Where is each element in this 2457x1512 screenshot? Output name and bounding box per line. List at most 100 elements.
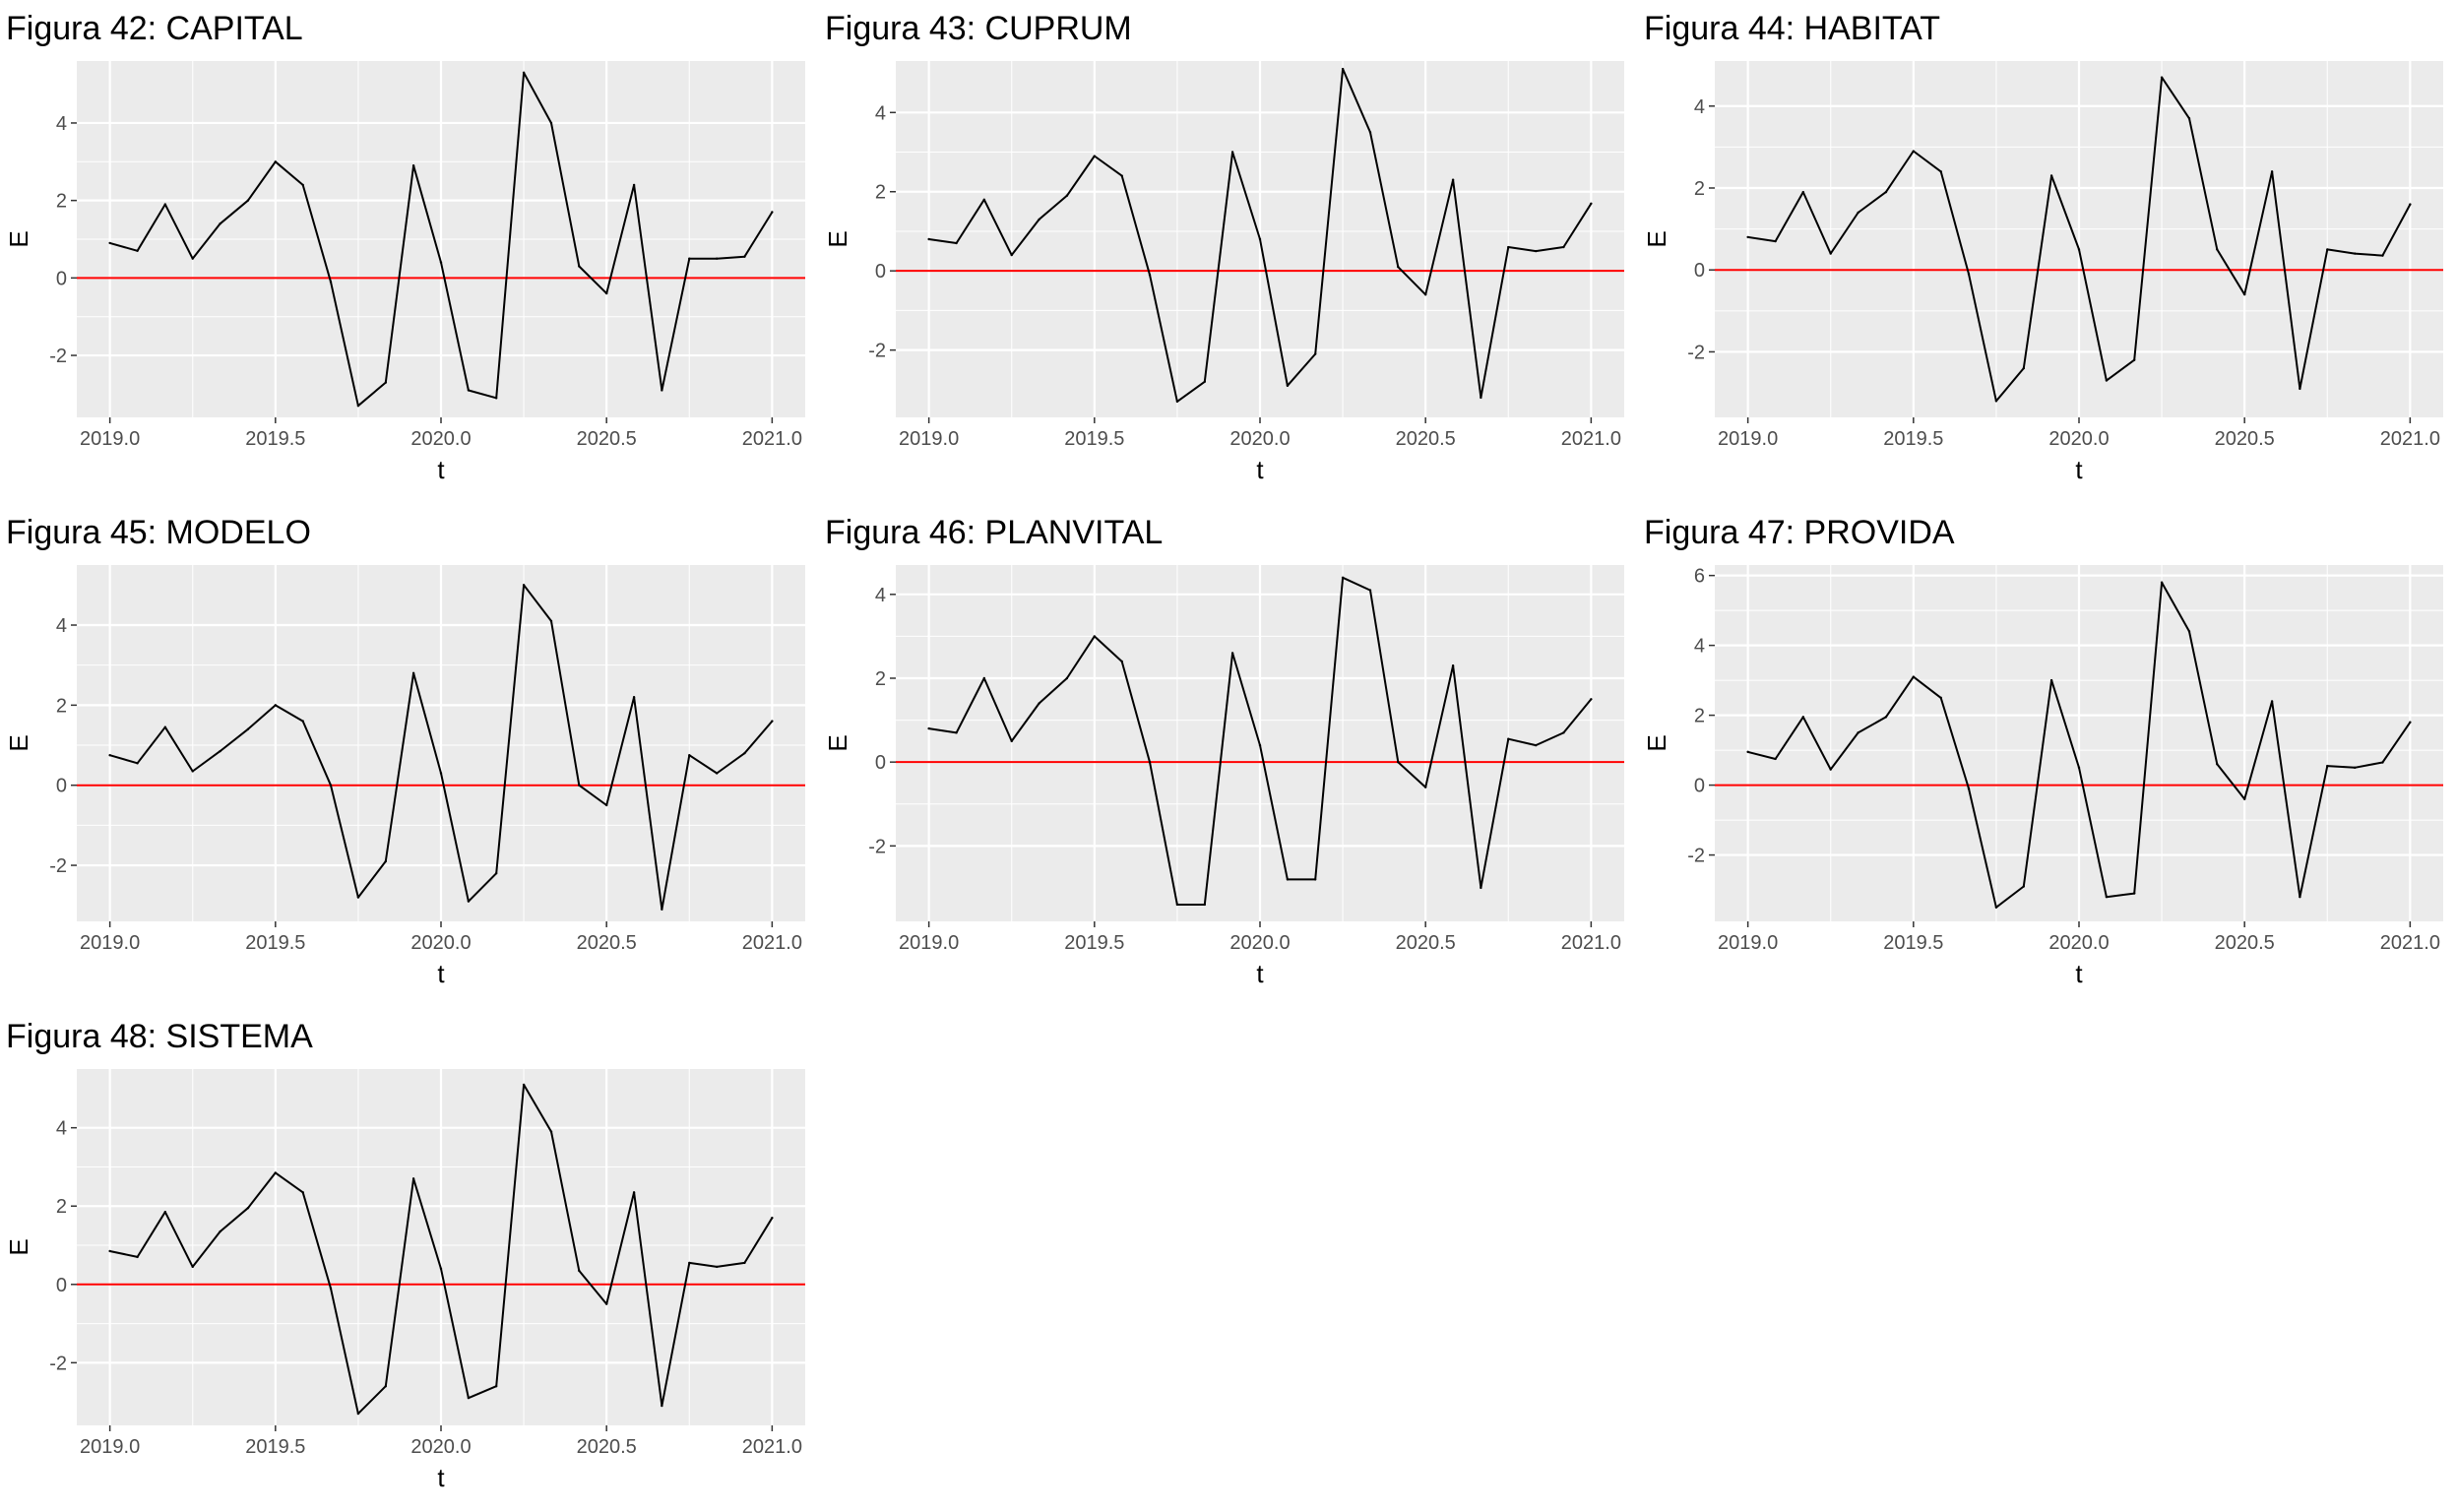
data-point <box>632 183 636 187</box>
data-point <box>2326 248 2329 251</box>
data-point <box>1341 67 1345 71</box>
data-point <box>219 1229 221 1233</box>
y-tick-label: 2 <box>875 668 886 690</box>
data-point <box>274 1171 278 1174</box>
data-point <box>1884 716 1888 719</box>
data-point <box>2381 761 2384 764</box>
y-tick-label: -2 <box>868 341 886 362</box>
chart-panel-habitat: Figura 44: HABITAT 2019.0 2019.5 2020.0 2020… <box>1638 0 2457 504</box>
data-point <box>1746 235 1749 239</box>
data-point <box>1368 589 1372 592</box>
data-point <box>1203 380 1207 383</box>
data-point <box>1507 737 1510 740</box>
data-point <box>219 749 221 753</box>
data-point <box>1912 675 1916 678</box>
x-tick-label: 2019.0 <box>80 1436 140 1458</box>
data-point <box>1912 150 1916 153</box>
data-point <box>1451 178 1455 181</box>
data-point <box>688 257 691 260</box>
data-point <box>439 772 443 775</box>
x-tick-label: 2019.5 <box>1064 932 1124 954</box>
data-point <box>1801 716 1805 719</box>
y-tick-label: 2 <box>875 182 886 204</box>
x-tick-label: 2019.5 <box>1883 932 1943 954</box>
data-point <box>715 257 719 260</box>
x-tick-label: 2019.0 <box>80 428 140 450</box>
x-tick-label: 2019.0 <box>899 932 959 954</box>
data-point <box>2077 248 2081 251</box>
data-point <box>163 1210 167 1214</box>
data-point <box>108 1249 111 1253</box>
data-point <box>494 871 498 875</box>
data-point <box>2132 358 2136 361</box>
data-point <box>108 754 111 757</box>
y-axis-title: E <box>823 734 852 751</box>
data-point <box>136 249 139 253</box>
data-point <box>384 859 388 863</box>
x-tick-label: 2021.0 <box>1561 932 1621 954</box>
data-point <box>743 751 746 755</box>
x-tick-label: 2020.0 <box>1229 932 1290 954</box>
x-tick-label: 2021.0 <box>742 932 802 954</box>
x-tick-label: 2019.0 <box>1718 932 1778 954</box>
y-axis-title: E <box>1642 230 1671 247</box>
data-point <box>301 720 304 723</box>
data-point <box>2105 379 2109 382</box>
y-tick-label: 4 <box>56 113 67 135</box>
x-tick-label: 2019.5 <box>1064 428 1124 450</box>
y-axis-title: E <box>823 230 852 247</box>
y-tick-label: 2 <box>56 1196 67 1218</box>
y-tick-label: 0 <box>56 776 67 797</box>
data-point <box>1093 155 1097 158</box>
data-point <box>1423 786 1427 788</box>
y-tick-label: 4 <box>56 615 67 637</box>
x-tick-label: 2021.0 <box>2380 932 2440 954</box>
chart-panel-sistema: Figura 48: SISTEMA 2019.0 2019.5 2020.0 2020… <box>0 1008 819 1512</box>
data-point <box>108 241 111 245</box>
data-point <box>1038 702 1040 705</box>
data-point <box>2299 895 2301 899</box>
data-point <box>1397 760 1400 764</box>
data-point <box>2242 797 2246 800</box>
data-point <box>1967 787 1971 790</box>
data-point <box>1423 293 1427 296</box>
data-point <box>1175 903 1179 907</box>
chart-title: Figura 42: CAPITAL <box>6 10 303 47</box>
data-point <box>2409 203 2412 206</box>
data-point <box>2270 700 2274 703</box>
data-point <box>301 1191 304 1194</box>
data-point <box>771 720 774 723</box>
chart-panel-planvital: Figura 46: PLANVITAL 2019.0 2019.5 2020.0 20… <box>819 504 1638 1008</box>
x-tick-label: 2019.5 <box>245 428 305 450</box>
data-point <box>549 1130 553 1133</box>
data-point <box>439 261 443 264</box>
y-tick-label: 4 <box>1694 636 1705 658</box>
data-point <box>1230 652 1234 655</box>
data-point <box>163 203 167 206</box>
x-tick-label: 2021.0 <box>2380 428 2440 450</box>
data-point <box>356 1412 360 1416</box>
y-axis-title: E <box>4 734 33 751</box>
data-point <box>1038 218 1040 221</box>
data-point <box>1590 202 1593 205</box>
x-tick-label: 2020.0 <box>410 1436 471 1458</box>
data-point <box>1065 194 1069 197</box>
data-point <box>1258 237 1262 241</box>
data-point <box>1175 400 1179 404</box>
x-tick-label: 2021.0 <box>742 428 802 450</box>
chart-panel-capital: Figura 42: CAPITAL 2019.0 2019.5 2020.0 2020… <box>0 0 819 504</box>
x-tick-label: 2020.0 <box>1229 428 1290 450</box>
y-tick-label: -2 <box>868 836 886 857</box>
data-point <box>1120 174 1123 177</box>
chart-svg: Figura 45: MODELO 2019.0 2019.5 2020.0 2020.… <box>4 514 805 988</box>
data-point <box>2105 895 2109 899</box>
data-point <box>1746 750 1749 754</box>
x-tick-label: 2020.0 <box>410 932 471 954</box>
chart-panel-modelo: Figura 45: MODELO 2019.0 2019.5 2020.0 2020.… <box>0 504 819 1008</box>
data-point <box>2187 630 2191 633</box>
data-point <box>467 389 471 392</box>
data-point <box>604 803 608 807</box>
y-tick-label: 2 <box>1694 706 1705 727</box>
data-point <box>136 1255 139 1259</box>
